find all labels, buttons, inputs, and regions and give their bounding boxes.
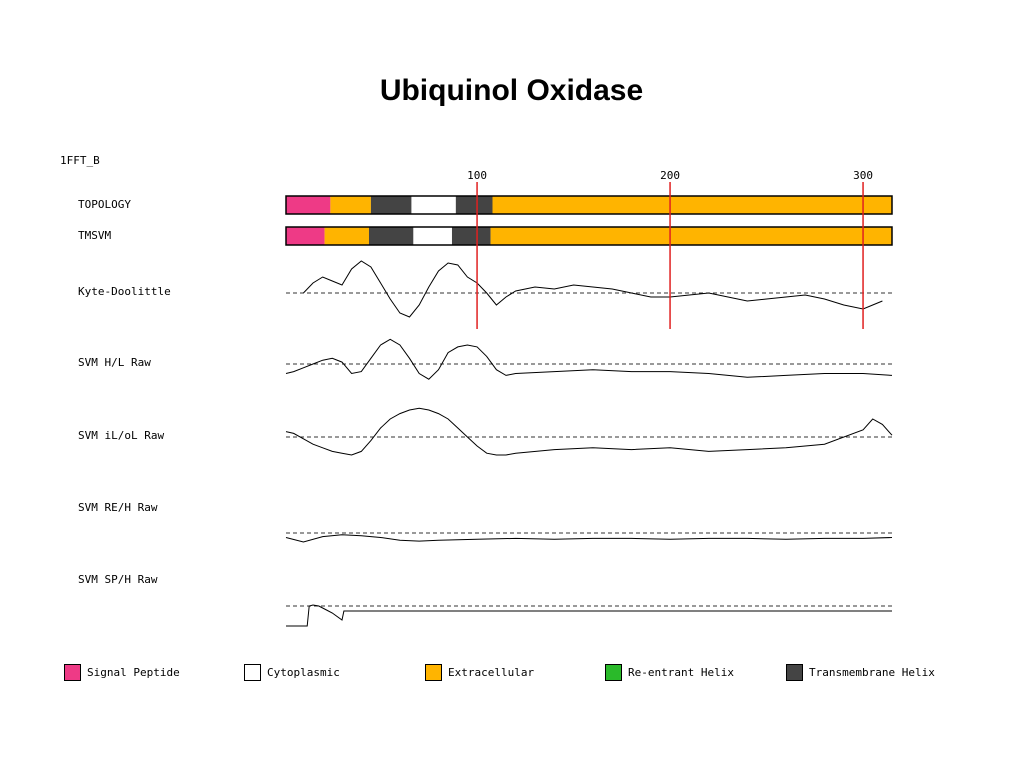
topology-segment-transmembrane-helix [368,227,414,245]
topology-segment-extracellular [492,196,892,214]
sequence-id: 1FFT_B [60,154,100,167]
topology-track-outline [285,195,893,215]
profile-label-svm-hl: SVM H/L Raw [78,356,151,369]
topology-segment-cytoplasmic [411,196,456,214]
profile-label-svm-sph: SVM SP/H Raw [78,573,158,586]
profile-label-svm-reh: SVM RE/H Raw [78,501,158,514]
topology-segment-transmembrane-helix [370,196,412,214]
profile-line-1 [285,338,893,380]
topology-segment-cytoplasmic [413,227,452,245]
topology-segment-signal-peptide [286,196,331,214]
profile-line-2 [285,407,893,456]
legend-label: Extracellular [448,666,535,679]
legend-swatch-signal-peptide [64,664,81,681]
profile-line-3 [285,534,893,543]
topology-segment-signal-peptide [286,227,325,245]
topology-segment-extracellular [330,196,371,214]
legend-swatch-extracellular [425,664,442,681]
topology-segment-transmembrane-helix [455,196,493,214]
legend-swatch-cytoplasmic [244,664,261,681]
legend-label: Re-entrant Helix [628,666,734,679]
x-tick-label: 200 [660,169,680,182]
legend-label: Signal Peptide [87,666,180,679]
profile-line-4 [286,604,892,627]
profile-label-kyte-doolittle: Kyte-Doolittle [78,285,171,298]
legend-label: Transmembrane Helix [809,666,935,679]
x-tick-label: 300 [853,169,873,182]
chart-title: Ubiquinol Oxidase [379,74,644,107]
track-label-topology: TOPOLOGY [78,198,131,211]
topology-track-outline [285,226,893,246]
legend-label: Cytoplasmic [267,666,340,679]
track-label-tmsvm: TMSVM [78,229,112,242]
topology-segment-extracellular [324,227,369,245]
topology-segment-transmembrane-helix [451,227,491,245]
topology-segment-extracellular [490,227,892,245]
profile-label-svm-ilol: SVM iL/oL Raw [78,429,165,442]
profile-line-0 [303,260,883,318]
legend-swatch-transmembrane-helix [786,664,803,681]
x-tick-label: 100 [467,169,487,182]
legend-swatch-reentrant-helix [605,664,622,681]
